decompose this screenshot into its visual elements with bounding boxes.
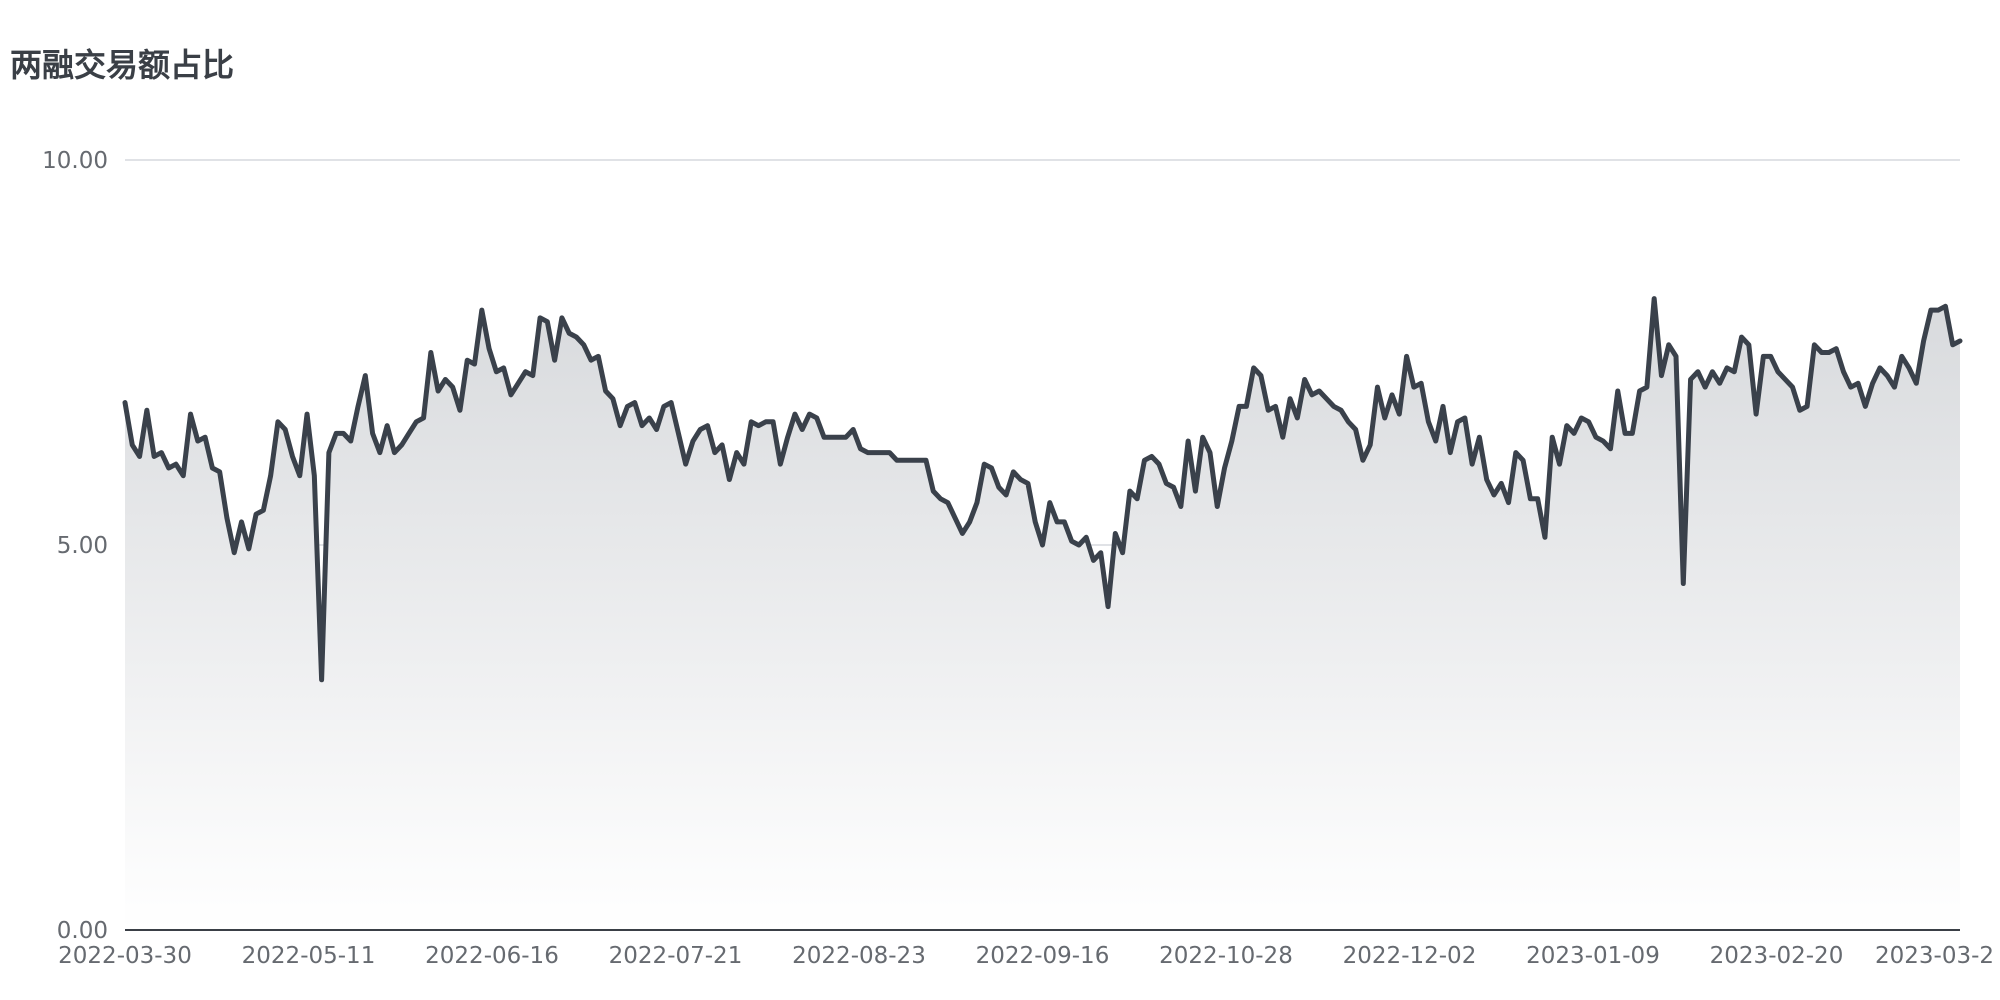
x-tick-label: 2022-07-21 — [609, 943, 743, 969]
series-line-layer — [122, 296, 1963, 683]
x-tick-label: 2023-03-2 — [1875, 943, 1994, 969]
x-tick-label: 2022-09-16 — [976, 943, 1110, 969]
x-tick-label: 2022-03-30 — [58, 943, 192, 969]
x-axis: 2022-03-30 2022-05-11 2022-06-16 2022-07-21… — [58, 929, 1994, 969]
area-fill — [125, 298, 1960, 931]
x-tick-label: 2023-02-20 — [1710, 943, 1844, 969]
series-line — [122, 296, 1963, 683]
x-tick-label: 2022-10-28 — [1159, 943, 1293, 969]
y-tick-label: 10.00 — [42, 148, 108, 174]
chart-title: 两融交易额占比 — [10, 46, 235, 84]
x-tick-label: 2022-12-02 — [1343, 943, 1477, 969]
area-fill-layer — [125, 298, 1960, 931]
x-tick-label: 2023-01-09 — [1526, 943, 1660, 969]
y-tick-label: 0.00 — [57, 918, 108, 944]
x-tick-label: 2022-05-11 — [242, 943, 376, 969]
x-tick-label: 2022-06-16 — [425, 943, 559, 969]
y-axis: 0.00 5.00 10.00 — [42, 148, 108, 944]
x-tick-label: 2022-08-23 — [792, 943, 926, 969]
y-tick-label: 5.00 — [57, 533, 108, 559]
